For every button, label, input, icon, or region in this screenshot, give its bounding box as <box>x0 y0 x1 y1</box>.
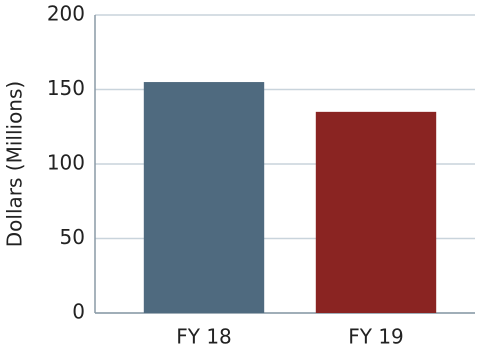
bar <box>143 82 265 313</box>
y-tick-label: 0 <box>72 300 85 324</box>
y-tick-label: 50 <box>60 225 85 249</box>
x-tick-label: FY 19 <box>348 325 404 349</box>
x-tick-label: FY 18 <box>176 325 232 349</box>
bar <box>315 111 437 313</box>
y-tick-label: 100 <box>47 151 85 175</box>
y-tick-label: 150 <box>47 76 85 100</box>
y-axis-label: Dollars (Millions) <box>3 81 27 247</box>
y-tick-label: 200 <box>47 2 85 26</box>
